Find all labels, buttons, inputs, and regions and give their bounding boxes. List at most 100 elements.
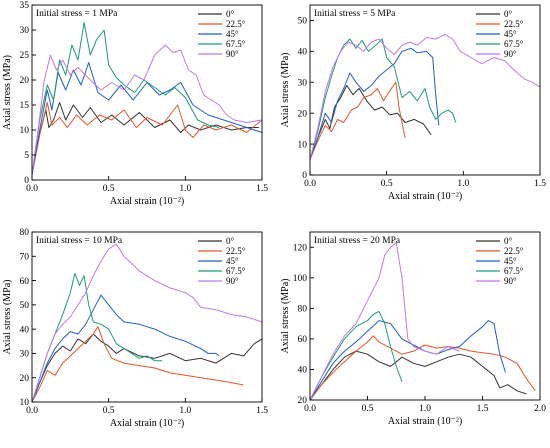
chart-panel-4: 0.0 0.5 1.0 1.5 2.0 20 40 60 80 100 120 Axial strai…	[280, 231, 546, 427]
legend-label: 45°	[504, 256, 517, 266]
legend: 0°22.5°45°67.5°90°	[198, 236, 246, 286]
series-line-3	[309, 320, 506, 401]
series-line-5	[309, 242, 460, 401]
x-tick-label: 1.0	[419, 404, 431, 414]
panel-title: Initial stress = 10 MPa	[36, 236, 123, 246]
y-tick-label: 10	[20, 398, 30, 408]
chart-panel-3: 0.0 0.5 1.0 1.5 10 20 30 40 50 60 70 80 Axial strain…	[2, 228, 268, 429]
y-tick-label: 40	[20, 325, 30, 335]
y-tick-label: 0	[24, 176, 29, 186]
y-tick-label: 10	[20, 126, 30, 136]
x-tick-label: 2.0	[534, 404, 546, 414]
series-line-1	[309, 84, 432, 160]
x-axis-label: Axial strain (10⁻²)	[110, 418, 184, 429]
series-line-3	[31, 294, 220, 403]
chart-panel-1: 0.0 0.5 1.0 1.5 0 5 10 15 20 25 30 35 Axial strain (…	[2, 1, 268, 207]
x-axis-label: Axial strain (10⁻²)	[388, 191, 462, 202]
y-tick-label: 30	[298, 78, 308, 88]
y-tick-label: 15	[20, 101, 30, 111]
legend-label: 90°	[504, 276, 517, 286]
legend-label: 22.5°	[226, 19, 246, 29]
y-tick-label: 50	[298, 17, 308, 27]
series-line-2	[31, 326, 244, 403]
legend: 0°22.5°45°67.5°90°	[476, 236, 524, 286]
series-line-2	[309, 335, 536, 401]
panel-title: Initial stress = 20 MPa	[314, 236, 401, 246]
series-line-2	[309, 81, 406, 160]
series-line-4	[31, 22, 220, 176]
y-tick-label: 20	[298, 396, 308, 406]
y-tick-label: 80	[298, 305, 308, 315]
series-line-2	[31, 102, 263, 176]
series-line-3	[309, 47, 440, 160]
series-line-4	[31, 272, 163, 403]
legend-label: 0°	[226, 236, 235, 246]
y-axis-label: Axial stress (MPa)	[2, 280, 13, 355]
legend-label: 0°	[504, 236, 513, 246]
y-tick-label: 60	[20, 277, 30, 287]
x-tick-label: 0.5	[362, 404, 374, 414]
series-line-1	[31, 333, 263, 403]
x-tick-label: 0.0	[26, 406, 38, 416]
series-line-1	[309, 350, 527, 401]
y-tick-label: 30	[20, 26, 30, 36]
y-tick-label: 60	[298, 335, 308, 345]
legend-label: 45°	[226, 29, 239, 39]
y-tick-label: 0	[302, 171, 307, 181]
legend-label: 67.5°	[226, 266, 246, 276]
y-axis-label: Axial stress (MPa)	[280, 279, 291, 354]
legend-label: 45°	[226, 256, 239, 266]
x-axis-label: Axial strain (10⁻²)	[110, 196, 184, 207]
x-tick-label: 1.0	[179, 184, 191, 194]
y-tick-label: 10	[298, 140, 308, 150]
y-tick-label: 20	[20, 374, 30, 384]
panel-title: Initial stress = 1 MPa	[36, 9, 118, 19]
x-axis-label: Axial strain (10⁻²)	[388, 416, 462, 427]
x-tick-label: 1.5	[477, 404, 489, 414]
legend: 0°22.5°45°67.5°90°	[476, 9, 524, 59]
series-line-1	[31, 102, 259, 176]
x-tick-label: 1.5	[534, 179, 546, 189]
y-tick-label: 40	[298, 366, 308, 376]
x-tick-label: 0.5	[103, 184, 115, 194]
y-tick-label: 5	[24, 151, 29, 161]
y-axis-label: Axial stress (MPa)	[280, 53, 291, 128]
x-tick-label: 0.5	[103, 406, 115, 416]
legend-label: 90°	[226, 49, 239, 59]
x-tick-label: 1.5	[256, 184, 268, 194]
x-tick-label: 0.5	[381, 179, 393, 189]
y-tick-label: 20	[20, 76, 30, 86]
plot-frame	[31, 4, 263, 181]
plot-frame	[31, 231, 263, 403]
x-tick-label: 0.0	[304, 404, 316, 414]
legend-label: 22.5°	[226, 246, 246, 256]
legend-label: 90°	[504, 49, 517, 59]
chart-panel-2: 0.0 0.5 1.0 1.5 0 10 20 30 40 50 Axial strain (10⁻…	[280, 4, 546, 202]
y-tick-label: 30	[20, 350, 30, 360]
plot-frame	[309, 4, 541, 176]
panel-title: Initial stress = 5 MPa	[314, 9, 396, 19]
x-tick-label: 1.5	[256, 406, 268, 416]
legend-label: 0°	[226, 9, 235, 19]
legend-label: 67.5°	[504, 39, 524, 49]
x-tick-label: 0.0	[26, 184, 38, 194]
x-tick-label: 1.0	[179, 406, 191, 416]
legend-label: 67.5°	[504, 266, 524, 276]
legend-label: 22.5°	[504, 19, 524, 29]
legend-label: 67.5°	[226, 39, 246, 49]
series-line-5	[31, 44, 263, 176]
y-axis-label: Axial stress (MPa)	[2, 55, 13, 130]
y-tick-label: 50	[20, 301, 30, 311]
y-tick-label: 25	[20, 51, 30, 61]
y-tick-label: 100	[293, 274, 308, 284]
legend-label: 22.5°	[504, 246, 524, 256]
y-tick-label: 80	[20, 228, 30, 238]
legend-label: 45°	[504, 29, 517, 39]
series-line-5	[309, 33, 541, 160]
x-tick-label: 0.0	[304, 179, 316, 189]
legend-label: 0°	[504, 9, 513, 19]
series-line-5	[31, 243, 263, 403]
y-tick-label: 40	[298, 48, 308, 58]
y-tick-label: 120	[293, 243, 308, 253]
